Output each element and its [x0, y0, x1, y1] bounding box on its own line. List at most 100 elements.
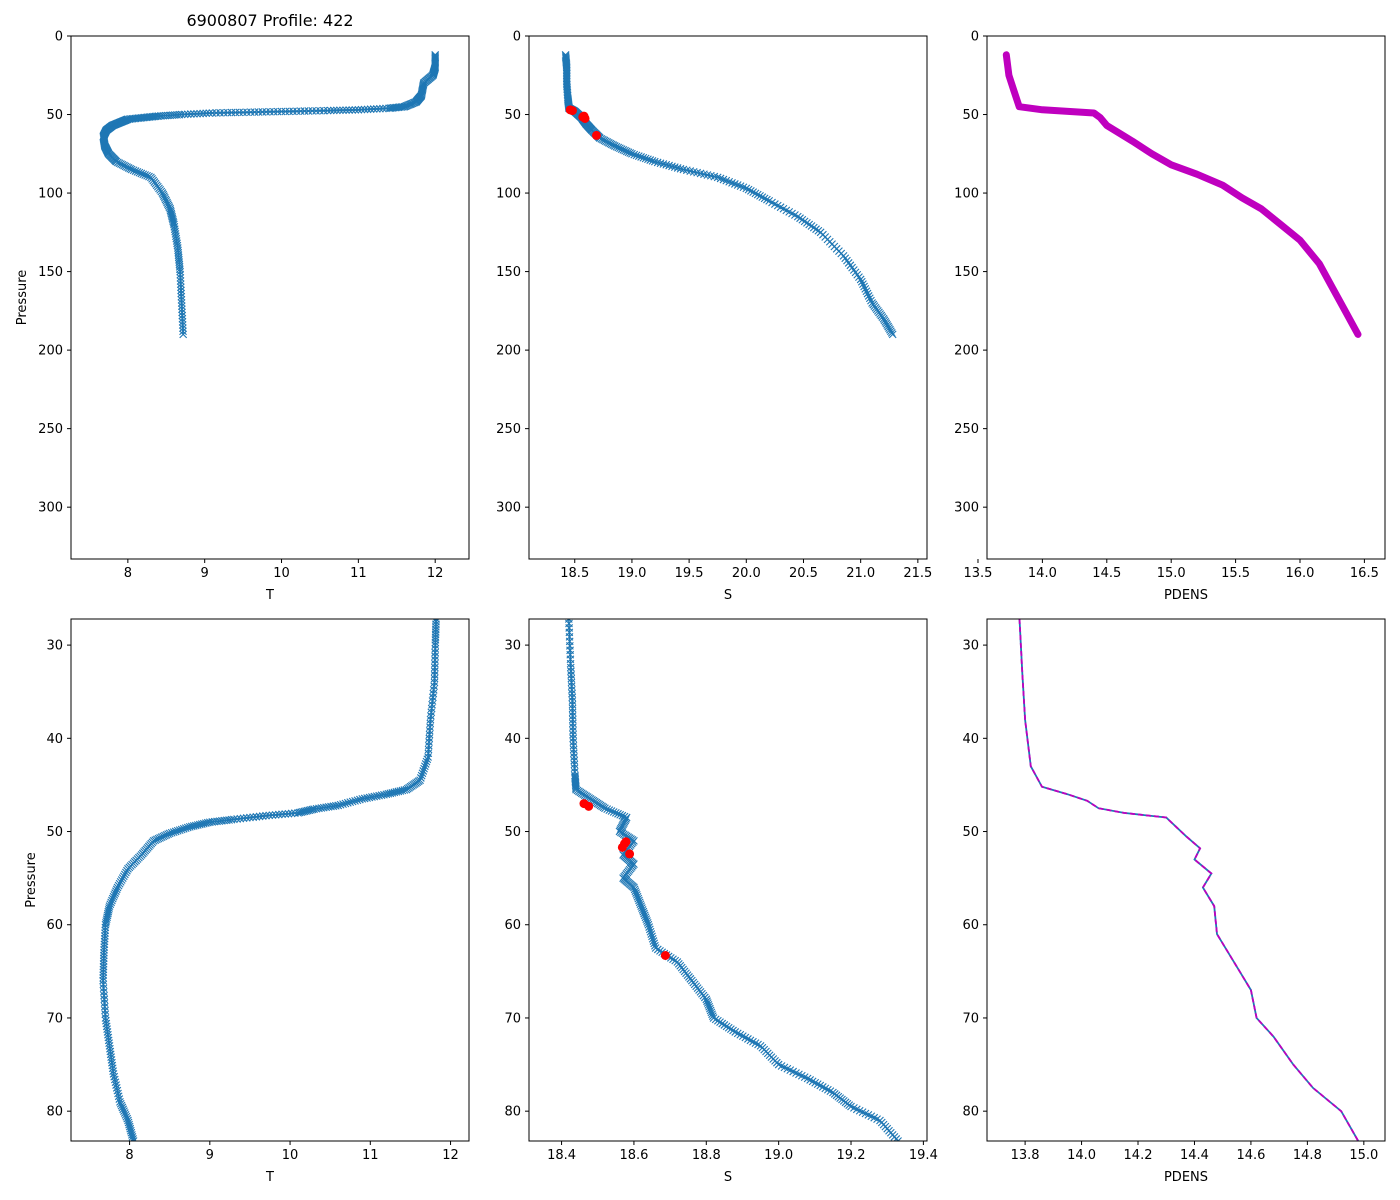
- x-tick-label: 21.5: [903, 566, 932, 581]
- x-tick-label: 9: [206, 1148, 214, 1163]
- flagged-point: [660, 951, 670, 961]
- x-marker: [605, 806, 614, 814]
- x-tick-label: 14.5: [1092, 566, 1121, 581]
- x-marker: [177, 299, 186, 307]
- x-marker: [177, 302, 186, 311]
- y-tick-label: 70: [962, 1011, 979, 1026]
- x-marker: [641, 154, 650, 163]
- x-axis-label: T: [265, 588, 274, 603]
- y-tick-label: 150: [954, 265, 979, 280]
- y-tick-label: 30: [504, 639, 521, 654]
- x-marker: [360, 794, 369, 803]
- x-marker: [236, 814, 245, 823]
- x-marker: [676, 164, 685, 173]
- x-marker: [431, 652, 439, 661]
- x-marker: [120, 870, 129, 879]
- series-pdens_adjusted: [1018, 619, 1359, 1141]
- x-marker: [177, 289, 186, 298]
- flagged-point: [591, 130, 601, 140]
- x-marker: [430, 667, 439, 676]
- series-s: [564, 619, 902, 1141]
- x-marker: [336, 106, 344, 115]
- x-marker: [372, 792, 381, 800]
- x-marker: [382, 790, 391, 799]
- x-marker: [569, 730, 577, 739]
- x-tick-label: 15.0: [1349, 1148, 1378, 1163]
- plot-area: [1018, 619, 1359, 1141]
- y-tick-label: 100: [496, 187, 521, 202]
- plot-area: [99, 619, 440, 1141]
- x-tick-label: 19.4: [909, 1148, 938, 1163]
- x-marker: [252, 812, 261, 821]
- x-marker: [601, 804, 609, 813]
- x-tick-label: 20.5: [789, 566, 818, 581]
- flagged-point: [567, 106, 577, 116]
- x-marker: [363, 105, 372, 114]
- x-marker: [242, 814, 251, 822]
- x-marker: [431, 638, 440, 647]
- x-marker: [863, 289, 872, 298]
- x-marker: [756, 191, 764, 200]
- x-marker: [611, 808, 620, 817]
- x-marker: [603, 805, 612, 814]
- x-marker: [205, 109, 214, 118]
- x-marker: [420, 764, 428, 773]
- x-marker: [287, 809, 296, 818]
- x-marker: [119, 872, 128, 881]
- axes-frame: [986, 35, 1386, 560]
- y-tick-label: 300: [496, 501, 521, 516]
- series-line: [1002, 51, 1362, 338]
- y-tick-label: 70: [46, 1011, 63, 1026]
- x-marker: [121, 868, 130, 877]
- x-marker: [639, 153, 648, 162]
- x-tick-label: 14.6: [1236, 1148, 1265, 1163]
- axes-frame: [986, 618, 1386, 1142]
- x-marker: [746, 186, 755, 195]
- x-marker: [762, 195, 771, 204]
- x-marker: [650, 939, 659, 948]
- x-tick-label: 8: [125, 1148, 133, 1163]
- x-marker: [345, 106, 354, 114]
- x-marker: [190, 110, 198, 118]
- y-tick-label: 40: [962, 732, 979, 747]
- flagged-point: [625, 849, 635, 859]
- flagged-point: [580, 113, 590, 123]
- x-marker: [758, 193, 767, 202]
- x-marker: [649, 937, 658, 945]
- x-marker: [178, 305, 186, 314]
- x-marker: [645, 923, 654, 931]
- y-tick-label: 30: [46, 639, 63, 654]
- axes-frame: [528, 618, 928, 1142]
- y-tick-label: 250: [38, 422, 63, 437]
- x-marker: [358, 795, 367, 803]
- x-marker: [193, 109, 201, 118]
- x-marker: [202, 109, 211, 118]
- y-tick-label: 200: [954, 344, 979, 359]
- x-marker: [431, 641, 440, 649]
- x-marker: [177, 295, 186, 304]
- x-marker: [239, 814, 248, 823]
- x-marker: [568, 712, 577, 720]
- x-marker: [278, 810, 286, 819]
- y-tick-label: 50: [46, 825, 63, 840]
- series-line: [102, 619, 437, 1141]
- x-marker: [336, 800, 345, 809]
- x-marker: [354, 105, 363, 114]
- x-marker: [644, 920, 653, 929]
- x-marker: [382, 104, 390, 113]
- x-marker: [648, 932, 656, 941]
- x-marker: [647, 930, 656, 938]
- x-tick-label: 18.4: [547, 1148, 576, 1163]
- x-tick-label: 19.2: [837, 1148, 866, 1163]
- x-marker: [857, 277, 866, 286]
- y-tick-label: 60: [504, 918, 521, 933]
- y-tick-label: 40: [46, 732, 63, 747]
- x-marker: [196, 109, 204, 118]
- series-line: [1018, 619, 1359, 1141]
- x-marker: [628, 149, 636, 158]
- x-tick-label: 15.5: [1221, 566, 1250, 581]
- y-tick-label: 300: [954, 501, 979, 516]
- x-marker: [648, 156, 657, 165]
- x-marker: [856, 275, 865, 284]
- x-marker: [859, 280, 867, 289]
